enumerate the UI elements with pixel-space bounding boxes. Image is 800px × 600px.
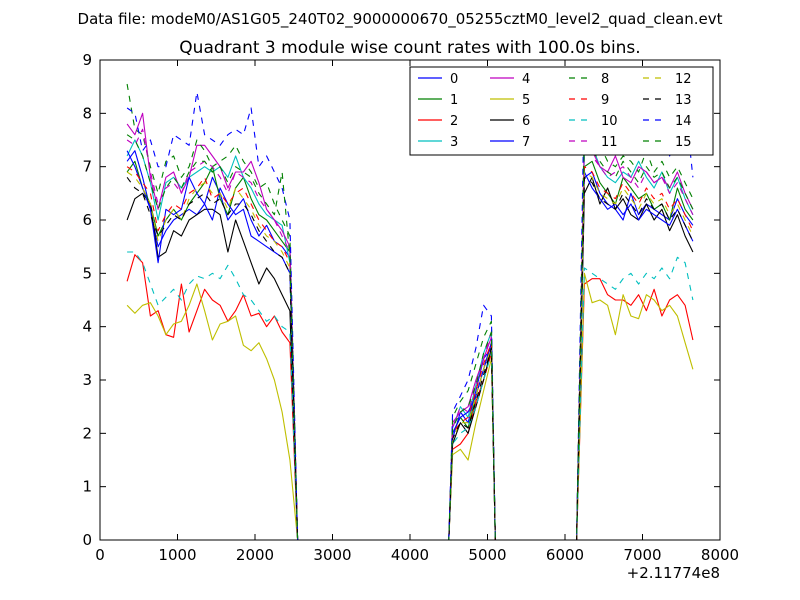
legend-label-9: 9 xyxy=(601,93,609,108)
legend-label-0: 0 xyxy=(450,72,458,87)
legend-label-15: 15 xyxy=(675,135,692,150)
y-tick-label: 3 xyxy=(82,371,92,389)
x-axis: 0 1000 2000 3000 4000 5000 6000 7000 8000 xyxy=(95,60,739,564)
y-tick-label: 9 xyxy=(82,51,92,69)
y-tick-label: 6 xyxy=(82,211,92,229)
legend-label-11: 11 xyxy=(601,135,618,150)
legend-label-2: 2 xyxy=(450,114,458,129)
data-file-suptitle: Data file: modeM0/AS1G05_240T02_90000006… xyxy=(78,10,723,29)
legend-label-12: 12 xyxy=(675,72,692,87)
y-tick-label: 5 xyxy=(82,264,92,282)
legend-label-13: 13 xyxy=(675,93,692,108)
x-tick-label: 2000 xyxy=(236,546,274,564)
y-tick-label: 8 xyxy=(82,104,92,122)
legend-label-6: 6 xyxy=(522,114,530,129)
legend-label-10: 10 xyxy=(601,114,618,129)
legend-label-8: 8 xyxy=(601,72,609,87)
legend-label-14: 14 xyxy=(675,114,692,129)
y-tick-label: 7 xyxy=(82,158,92,176)
series-line-10 xyxy=(127,251,694,541)
x-tick-label: 0 xyxy=(95,546,105,564)
y-tick-label: 2 xyxy=(82,424,92,442)
legend-label-5: 5 xyxy=(522,93,530,108)
x-tick-label: 4000 xyxy=(391,546,429,564)
y-tick-label: 0 xyxy=(82,531,92,549)
legend-box xyxy=(409,66,714,156)
x-tick-label: 8000 xyxy=(701,546,739,564)
legend-label-7: 7 xyxy=(522,135,530,150)
x-axis-offset-label: +2.11774e8 xyxy=(627,564,720,582)
legend-label-4: 4 xyxy=(522,72,530,87)
x-tick-label: 3000 xyxy=(313,546,351,564)
x-tick-label: 1000 xyxy=(158,546,196,564)
x-tick-label: 7000 xyxy=(623,546,661,564)
legend-label-3: 3 xyxy=(450,135,458,150)
y-tick-label: 4 xyxy=(82,318,92,336)
series-line-9 xyxy=(126,166,694,541)
series-line-13 xyxy=(126,176,694,541)
legend-label-1: 1 xyxy=(450,93,458,108)
series-line-11 xyxy=(126,128,694,541)
chart-title: Quadrant 3 module wise count rates with … xyxy=(179,38,640,58)
y-tick-label: 1 xyxy=(82,478,92,496)
x-tick-label: 5000 xyxy=(468,546,506,564)
x-tick-label: 6000 xyxy=(546,546,584,564)
